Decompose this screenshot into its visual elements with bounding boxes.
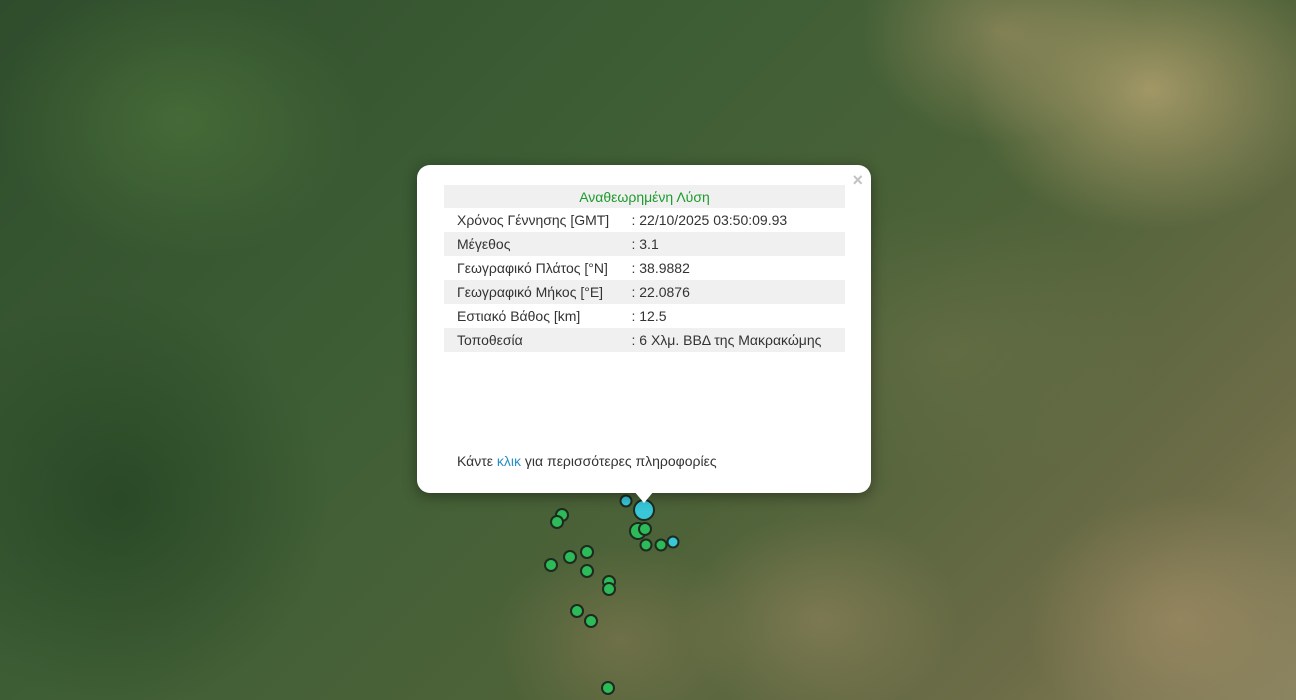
table-row: Τοποθεσία: 6 Χλμ. ΒΒΔ της Μακρακώμης: [444, 328, 845, 352]
footer-post: για περισσότερες πληροφορίες: [521, 453, 717, 469]
earthquake-marker[interactable]: [666, 535, 680, 549]
row-label: Γεωγραφικό Μήκος [°E]: [444, 280, 632, 304]
table-row: Γεωγραφικό Πλάτος [°N] : 38.9882: [444, 256, 845, 280]
earthquake-marker[interactable]: [563, 550, 577, 564]
earthquake-details-table: Αναθεωρημένη Λύση Χρόνος Γέννησης [GMT]:…: [444, 185, 845, 352]
close-icon[interactable]: ×: [852, 170, 863, 190]
row-label: Τοποθεσία: [444, 328, 632, 352]
earthquake-marker[interactable]: [602, 582, 616, 596]
row-value: : 12.5: [631, 308, 667, 324]
popup-tip: [634, 491, 654, 503]
row-value: : 3.1: [631, 232, 845, 256]
more-info-text: Κάντε κλικ για περισσότερες πληροφορίες: [457, 453, 717, 469]
row-label: Μέγεθος: [444, 232, 632, 256]
earthquake-marker[interactable]: [638, 522, 652, 536]
earthquake-marker[interactable]: [639, 538, 653, 552]
earthquake-marker[interactable]: [619, 494, 633, 508]
table-row: Χρόνος Γέννησης [GMT] : 22/10/2025 03:50:…: [444, 208, 845, 232]
earthquake-marker[interactable]: [544, 558, 558, 572]
table-row: Γεωγραφικό Μήκος [°E]: 22.0876: [444, 280, 845, 304]
row-value: : 22/10/2025 03:50:09.93: [631, 212, 788, 228]
row-value: : 6 Χλμ. ΒΒΔ της Μακρακώμης: [631, 328, 845, 352]
earthquake-marker[interactable]: [570, 604, 584, 618]
row-value: : 38.9882: [631, 260, 690, 276]
popup-title: Αναθεωρημένη Λύση: [444, 185, 845, 208]
row-value: : 22.0876: [631, 280, 845, 304]
row-label: Γεωγραφικό Πλάτος [°N]: [457, 260, 608, 276]
earthquake-marker[interactable]: [580, 564, 594, 578]
earthquake-marker[interactable]: [584, 614, 598, 628]
earthquake-popup: × Αναθεωρημένη Λύση Χρόνος Γέννησης [GMT…: [417, 165, 871, 493]
more-info-link[interactable]: κλικ: [496, 453, 522, 469]
row-label: Εστιακό Βάθος [km]: [457, 308, 581, 324]
earthquake-marker[interactable]: [601, 681, 615, 695]
row-label: Χρόνος Γέννησης [GMT]: [457, 212, 610, 228]
earthquake-marker[interactable]: [550, 515, 564, 529]
earthquake-marker[interactable]: [580, 545, 594, 559]
footer-pre: Κάντε: [457, 453, 497, 469]
table-row: Μέγεθος: 3.1: [444, 232, 845, 256]
table-row: Εστιακό Βάθος [km] : 12.5: [444, 304, 845, 328]
